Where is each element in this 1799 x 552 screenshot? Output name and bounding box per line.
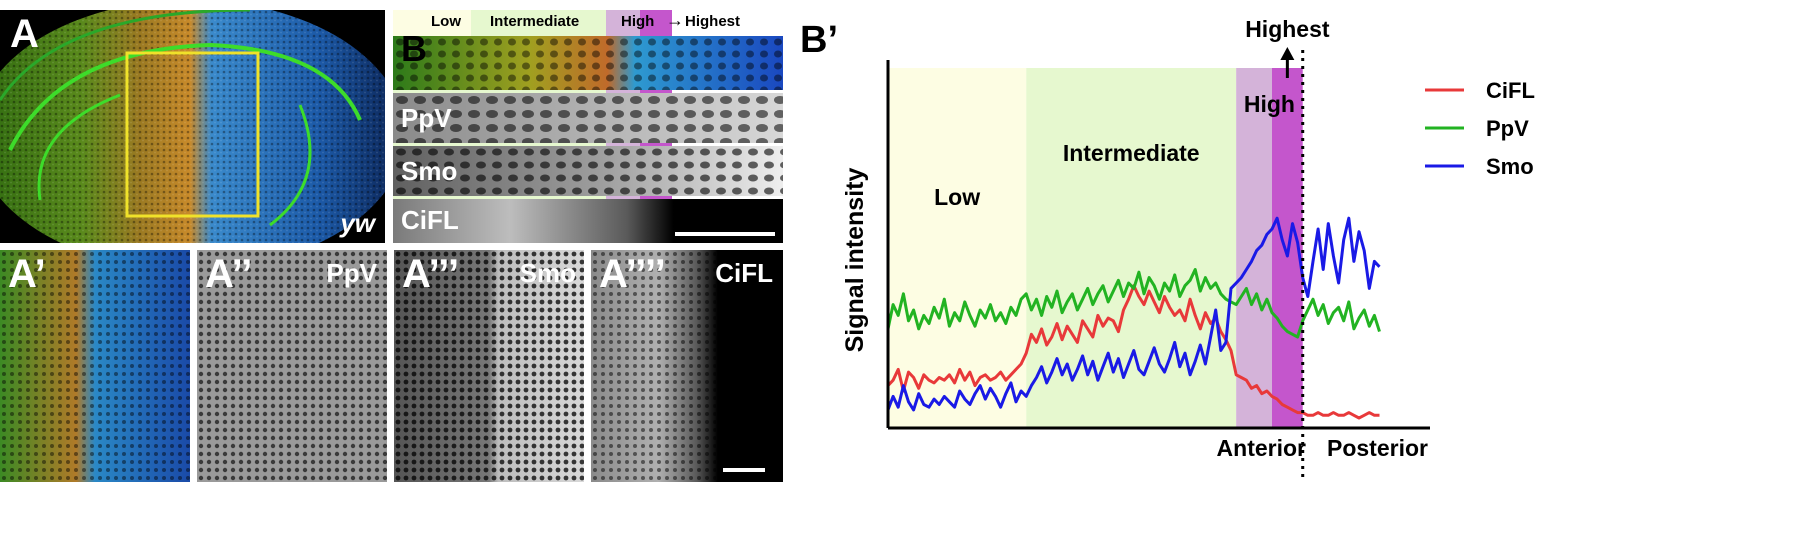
series-lines [886,216,1381,420]
genotype-label: yw [340,208,375,238]
merge-zoom-image [0,250,190,482]
panel-label-a3: A’’’ [402,252,460,296]
smo-strip-label: Smo [401,156,458,186]
panel-label-b: B [401,36,427,69]
signal-intensity-chart: Low Intermediate High Highest CiFL PpV Smo B’… [800,16,1535,480]
zone-band-low [888,68,1027,428]
zone-intermediate [471,10,606,36]
panel-b: Low Intermediate High → Highest [393,10,783,243]
zone-label-intermediate: Intermediate [1063,140,1200,166]
panel-a2-image: A’’ PpV [197,250,387,482]
panel-label-a4: A’’’’ [599,252,666,296]
zone-high [606,10,640,36]
arrow-right-icon: → [666,10,684,30]
zone-label-low: Low [431,13,461,30]
legend-label-cifl: CiFL [1486,78,1535,103]
zone-band-high [1236,68,1272,428]
zone-bar-1 [393,90,783,93]
scale-bar-a [723,468,765,472]
panel-label-a1: A’ [8,252,46,296]
smo-strip: Smo [393,146,783,196]
zone-low [393,10,471,36]
chart-legend: CiFL PpV Smo [1425,78,1535,179]
up-arrow-icon [1280,47,1295,60]
x-label-anterior: Anterior [1217,435,1307,461]
cifl-zoom-image [591,250,783,482]
series-line-smo [886,216,1381,412]
zone-bar-2 [393,143,783,146]
zone-band-intermediate [1026,68,1237,428]
zone-bands [888,68,1303,428]
wing-disc-image [0,10,385,243]
cifl-zoom-label: CiFL [715,258,773,288]
panel-a3-image: A’’’ Smo [394,250,584,482]
zone-label-high: High [1244,91,1295,117]
smo-zoom-image [394,250,584,482]
ppv-zoom-label: PpV [326,258,377,288]
chart-panel-label: B’ [800,19,838,61]
zone-label-high: High [621,13,655,30]
panel-a1-image: A’ [0,250,190,482]
panel-a4-image: A’’’’ CiFL [591,250,783,482]
y-axis-label: Signal intensity [841,168,869,353]
ppv-strip-label: PpV [401,103,452,133]
ppv-strip: PpV [393,93,783,143]
zone-label-highest: Highest [685,13,741,30]
zone-highest [640,10,672,36]
zone-header: Low Intermediate High → Highest [393,10,783,36]
legend-label-ppv: PpV [1486,116,1529,141]
smo-zoom-label: Smo [519,258,576,288]
zone-labels: Low Intermediate High Highest [934,16,1330,210]
zone-bar-3 [393,196,783,199]
ppv-zoom-image [197,250,387,482]
panel-label-a2: A’’ [205,252,253,296]
merge-strip-image [393,36,783,90]
zoom-region-box [125,51,260,218]
zone-label-intermediate: Intermediate [490,13,580,30]
cifl-strip: CiFL [393,199,783,243]
panel-a-image: A yw [0,10,385,243]
cifl-strip-label: CiFL [401,205,459,235]
zone-label-low: Low [934,184,980,210]
zone-label-highest: Highest [1245,16,1330,42]
chart-axes [886,50,1430,480]
merge-strip: B [393,36,783,90]
ppv-strip-image [393,93,783,143]
legend-label-smo: Smo [1486,154,1534,179]
x-label-posterior: Posterior [1327,435,1428,461]
scale-bar-b [675,232,775,236]
panel-label-a: A [10,12,39,56]
smo-strip-image [393,146,783,196]
series-line-ppv [886,268,1381,339]
